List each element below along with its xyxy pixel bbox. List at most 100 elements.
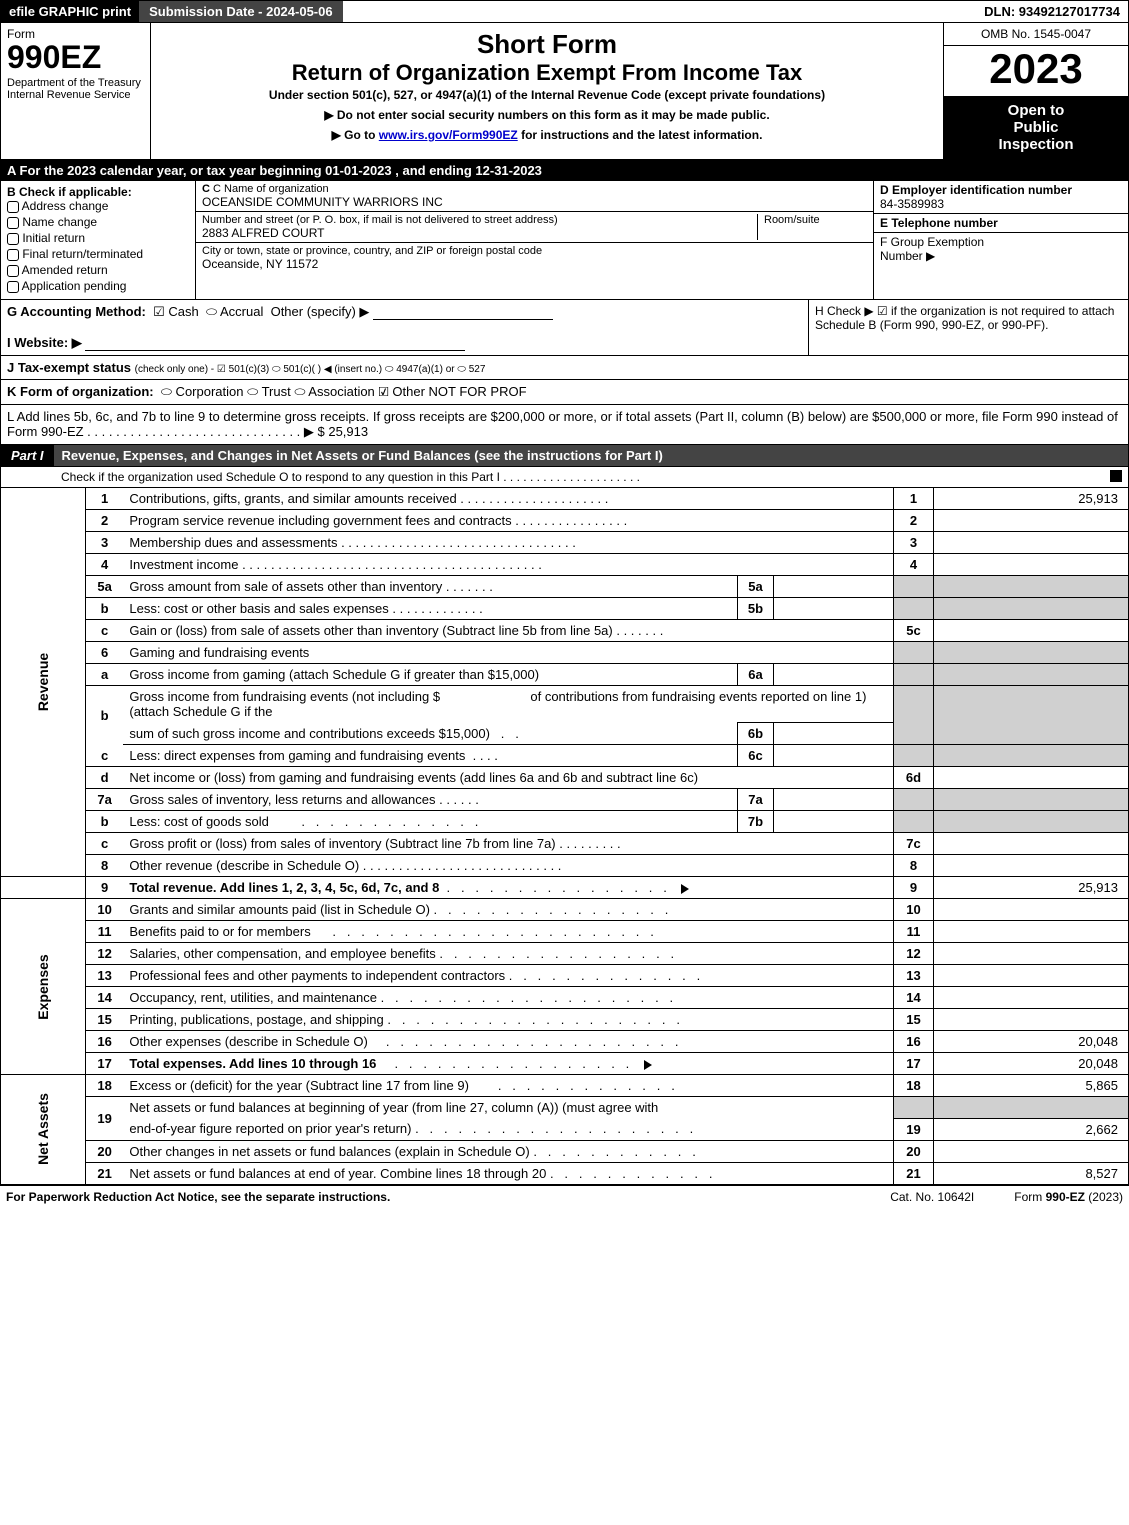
- endno-shade: [894, 745, 934, 767]
- amount-shade: [934, 598, 1129, 620]
- line-19b-desc: end-of-year figure reported on prior yea…: [123, 1118, 893, 1140]
- section-b-title: B Check if applicable:: [7, 185, 189, 199]
- subcol-6b: 6b: [738, 723, 774, 745]
- lineno: 8: [85, 855, 123, 877]
- line-7a-desc: Gross sales of inventory, less returns a…: [123, 789, 737, 811]
- line-9-desc: Total revenue. Add lines 1, 2, 3, 4, 5c,…: [123, 877, 893, 899]
- endno: 20: [894, 1140, 934, 1162]
- line-20-desc: Other changes in net assets or fund bala…: [123, 1140, 893, 1162]
- website-blank[interactable]: [85, 350, 465, 351]
- header-center: Short Form Return of Organization Exempt…: [151, 23, 943, 159]
- line-5c-desc: Gain or (loss) from sale of assets other…: [123, 620, 893, 642]
- endno: 21: [894, 1162, 934, 1184]
- org-name: OCEANSIDE COMMUNITY WARRIORS INC: [202, 195, 867, 209]
- instr2-post: for instructions and the latest informat…: [518, 128, 763, 142]
- section-l: L Add lines 5b, 6c, and 7b to line 9 to …: [0, 405, 1129, 445]
- endno: 12: [894, 943, 934, 965]
- checkbox-final-return[interactable]: [7, 249, 19, 261]
- amount-shade: [934, 811, 1129, 833]
- part-1-check-line: Check if the organization used Schedule …: [0, 467, 1129, 488]
- checkbox-address-change[interactable]: [7, 201, 19, 213]
- footer-cat-no: Cat. No. 10642I: [890, 1190, 974, 1204]
- street-label: Number and street (or P. O. box, if mail…: [202, 214, 757, 226]
- section-c-name-address: C C Name of organization OCEANSIDE COMMU…: [196, 181, 873, 299]
- subcol-7b: 7b: [738, 811, 774, 833]
- line-21-desc: Net assets or fund balances at end of ye…: [123, 1162, 893, 1184]
- lineno: 11: [85, 921, 123, 943]
- submission-date: Submission Date - 2024-05-06: [139, 1, 343, 22]
- line-16-desc: Other expenses (describe in Schedule O) …: [123, 1031, 893, 1053]
- subcol-6b-val: [774, 723, 894, 745]
- instruction-line-2: ▶ Go to www.irs.gov/Form990EZ for instru…: [157, 128, 937, 142]
- checkbox-name-change[interactable]: [7, 217, 19, 229]
- line-11-amount: [934, 921, 1129, 943]
- line-19-amount: 2,662: [934, 1118, 1129, 1140]
- line-8-amount: [934, 855, 1129, 877]
- lineno: 14: [85, 987, 123, 1009]
- info-right-column: D Employer identification number 84-3589…: [873, 181, 1128, 299]
- line-19-desc: Net assets or fund balances at beginning…: [123, 1097, 893, 1119]
- lineno: 3: [85, 532, 123, 554]
- subcol-6c: 6c: [738, 745, 774, 767]
- line-6c-desc: Less: direct expenses from gaming and fu…: [123, 745, 737, 767]
- g-accrual: Accrual: [220, 304, 263, 319]
- omb-number: OMB No. 1545-0047: [944, 23, 1128, 46]
- amount-shade: [934, 1097, 1129, 1119]
- checkbox-initial-return[interactable]: [7, 233, 19, 245]
- amount-shade: [934, 789, 1129, 811]
- g-cash: Cash: [168, 304, 198, 319]
- info-grid: B Check if applicable: Address change Na…: [0, 181, 1129, 300]
- footer-left: For Paperwork Reduction Act Notice, see …: [6, 1190, 390, 1204]
- line-7c-amount: [934, 833, 1129, 855]
- line-1-amount: 25,913: [934, 488, 1129, 510]
- g-other-blank[interactable]: [373, 319, 553, 320]
- line-15-desc: Printing, publications, postage, and shi…: [123, 1009, 893, 1031]
- checkbox-application-pending[interactable]: [7, 281, 19, 293]
- irs-form-link[interactable]: www.irs.gov/Form990EZ: [379, 128, 518, 142]
- endno-shade: [894, 664, 934, 686]
- lineno: c: [85, 620, 123, 642]
- section-a-calendar-year: A For the 2023 calendar year, or tax yea…: [0, 160, 1129, 181]
- endno: 19: [894, 1118, 934, 1140]
- section-h-check: H Check ▶ ☑ if the organization is not r…: [808, 300, 1128, 355]
- arrow-icon: [681, 884, 689, 894]
- line-7c-desc: Gross profit or (loss) from sales of inv…: [123, 833, 893, 855]
- lineno: b: [85, 811, 123, 833]
- line-5b-desc: Less: cost or other basis and sales expe…: [123, 598, 737, 620]
- section-e-label: E Telephone number: [880, 216, 998, 230]
- efile-graphic-print[interactable]: efile GRAPHIC print: [1, 1, 139, 22]
- department-label: Department of the Treasury Internal Reve…: [7, 77, 144, 101]
- subcol-5b: 5b: [738, 598, 774, 620]
- endno-shade: [894, 642, 934, 664]
- endno: 14: [894, 987, 934, 1009]
- line-20-amount: [934, 1140, 1129, 1162]
- city-value: Oceanside, NY 11572: [202, 257, 867, 271]
- line-6b-desc-post: sum of such gross income and contributio…: [123, 723, 737, 745]
- part-1-tag: Part I: [1, 445, 54, 466]
- lineno: 20: [85, 1140, 123, 1162]
- lineno: a: [85, 664, 123, 686]
- checkbox-amended-return[interactable]: [7, 265, 19, 277]
- subcol-6a: 6a: [738, 664, 774, 686]
- part-1-check-text: Check if the organization used Schedule …: [61, 470, 640, 484]
- header-left: Form 990EZ Department of the Treasury In…: [1, 23, 151, 159]
- lineno: 9: [85, 877, 123, 899]
- endno: 13: [894, 965, 934, 987]
- line-18-desc: Excess or (deficit) for the year (Subtra…: [123, 1075, 893, 1097]
- line-5c-amount: [934, 620, 1129, 642]
- line-6b-desc-pre: Gross income from fundraising events (no…: [123, 686, 893, 723]
- schedule-o-checkbox[interactable]: [1110, 470, 1122, 482]
- line-3-amount: [934, 532, 1129, 554]
- endno-shade: [894, 811, 934, 833]
- subcol-5a: 5a: [738, 576, 774, 598]
- room-suite-label: Room/suite: [764, 214, 867, 226]
- line-9-amount: 25,913: [934, 877, 1129, 899]
- endno: 17: [894, 1053, 934, 1075]
- line-1-desc: Contributions, gifts, grants, and simila…: [123, 488, 893, 510]
- line-2-desc: Program service revenue including govern…: [123, 510, 893, 532]
- check-item: Initial return: [22, 231, 85, 245]
- city-label: City or town, state or province, country…: [202, 245, 867, 257]
- check-item: Address change: [22, 199, 109, 213]
- line-6a-desc: Gross income from gaming (attach Schedul…: [123, 664, 737, 686]
- check-item: Amended return: [22, 263, 108, 277]
